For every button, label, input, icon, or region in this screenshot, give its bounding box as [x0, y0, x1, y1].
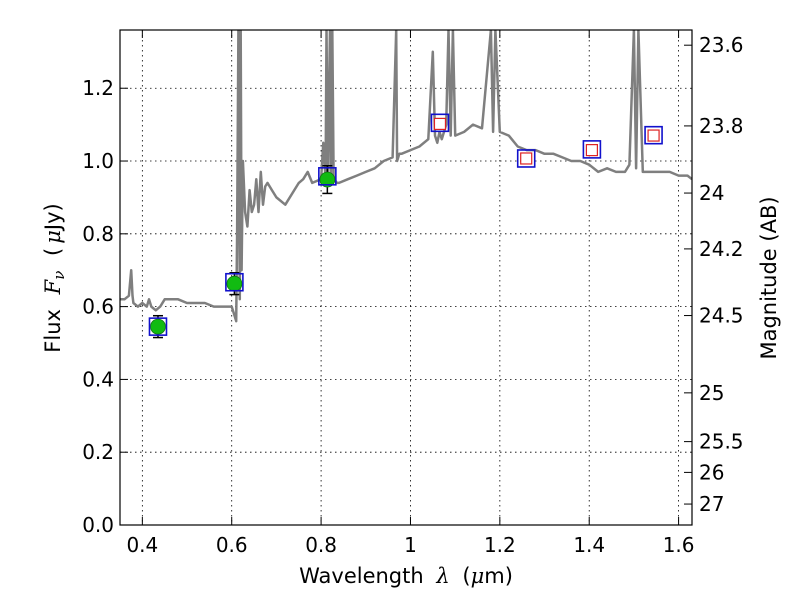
x-tick-label: 0.6 — [216, 533, 248, 557]
y-tick-label: 0.6 — [82, 295, 114, 319]
nir-square — [647, 129, 660, 142]
y2-tick-label: 24.5 — [699, 304, 744, 328]
x-axis-label-symbol: λ — [435, 564, 449, 588]
model-square — [644, 125, 663, 145]
plot-frame — [119, 29, 693, 526]
y2-tick-label: 23.6 — [699, 33, 744, 57]
y-axis-label-unit: Jy) — [41, 203, 65, 232]
y2-tick-label: 23.8 — [699, 114, 744, 138]
model-square — [318, 167, 337, 186]
y-axis-label-subscript: ν — [50, 271, 68, 280]
x-tick-label: 0.4 — [126, 533, 158, 557]
y-axis-label-mu: μ — [41, 230, 65, 244]
x-axis-label-paren: ( — [462, 564, 470, 588]
x-tick-label: 1.2 — [484, 533, 516, 557]
y2-axis-label: Magnitude (AB) — [757, 196, 781, 359]
y2-tick-label: 25.5 — [699, 430, 744, 454]
y-tick-label: 0.2 — [82, 440, 114, 464]
y-axis-label-paren: ( — [41, 248, 65, 256]
x-tick-label: 1.4 — [573, 533, 605, 557]
x-axis-label: Wavelength λ (μm) — [299, 564, 513, 588]
observed-point — [226, 275, 243, 292]
y-tick-label: 0.8 — [82, 222, 114, 246]
model-square — [582, 140, 602, 159]
y-axis-label-symbol: F — [41, 278, 65, 295]
x-axis-label-mu: μ — [471, 564, 485, 588]
x-axis-label-unit: m) — [484, 564, 513, 588]
observed-point — [319, 171, 336, 188]
x-tick-label: 1.6 — [663, 533, 695, 557]
plot-area — [120, 30, 692, 339]
nir-square — [585, 144, 599, 157]
y2-tick-label: 24.2 — [699, 237, 744, 261]
x-tick-label: 1 — [404, 533, 417, 557]
plot-background — [120, 30, 692, 525]
model-square — [148, 317, 168, 336]
y2-tick-label: 24 — [699, 181, 724, 205]
nir-square — [520, 152, 533, 165]
y-tick-label: 0.0 — [82, 513, 114, 537]
x-tick-label: 0.8 — [305, 533, 337, 557]
y-tick-label: 1.0 — [82, 149, 114, 173]
axis-ticks: 0.4 0.6 0.8 1 1.2 1.4 1.6 0.0 0.2 0.4 0.6 0.8 1.0 1.2… — [82, 30, 744, 557]
x-axis-label-text: Wavelength — [299, 564, 424, 588]
y-axis-label-text: Flux — [41, 309, 65, 353]
nir-square — [433, 117, 447, 131]
y2-tick-label: 26 — [699, 460, 724, 484]
model-square — [225, 272, 244, 292]
y-tick-label: 0.4 — [82, 367, 114, 391]
y2-tick-label: 27 — [699, 492, 724, 516]
model-square — [516, 149, 536, 168]
observed-point — [150, 318, 166, 335]
y-tick-label: 1.2 — [82, 76, 114, 100]
y2-tick-label: 25 — [699, 381, 724, 405]
y-axis-label: Flux Fν ( μJy) — [41, 203, 69, 352]
model-square — [430, 113, 450, 133]
